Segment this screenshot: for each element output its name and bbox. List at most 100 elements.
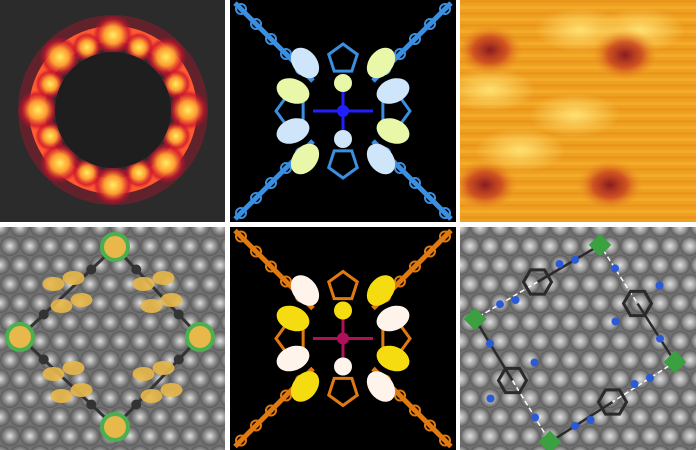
substrate-atom (170, 255, 190, 275)
scan-line (460, 156, 696, 159)
substrate-atom (471, 445, 489, 450)
substrate-atom (670, 331, 690, 351)
surface-structure-image (460, 227, 696, 450)
substrate-atom (650, 369, 670, 389)
scan-line (460, 174, 696, 177)
panel-c-stm-image (460, 0, 696, 222)
carbon-atom (86, 264, 97, 275)
substrate-atom (480, 236, 500, 256)
substrate-atom (80, 274, 100, 294)
orbital-lobe (366, 47, 396, 79)
substrate-atom (200, 236, 220, 256)
arm-ring (424, 245, 436, 258)
substrate-atom (150, 407, 170, 427)
substrate-atom (500, 312, 520, 332)
substrate-atom (651, 445, 669, 450)
nitrogen-atom (586, 416, 595, 424)
substrate-atom (70, 227, 90, 237)
arm-ring (235, 434, 247, 447)
substrate-atom (550, 369, 570, 389)
orbital-lobe (70, 383, 93, 397)
substrate-atom (100, 350, 120, 370)
arm-ring (235, 230, 247, 243)
arm-ring (439, 230, 451, 243)
substrate-atom (20, 388, 40, 408)
substrate-atom (590, 293, 610, 313)
substrate-atom (120, 312, 140, 332)
substrate-atom (20, 426, 40, 446)
bright-region (530, 93, 620, 137)
substrate-atom (470, 227, 490, 237)
orbital-lobe (290, 143, 320, 175)
substrate-atom (210, 369, 225, 389)
arm-ring (409, 404, 421, 417)
orbital-lobe (62, 361, 85, 375)
substrate-atom (590, 227, 610, 237)
orbital-lobe (376, 118, 410, 144)
depression (591, 29, 659, 81)
substrate-atom (490, 331, 510, 351)
substrate-atom (580, 350, 600, 370)
substrate-atom (190, 255, 210, 275)
substrate-atom (460, 426, 480, 446)
substrate-atom (90, 369, 110, 389)
arm-ring (280, 275, 292, 288)
substrate-atom (31, 445, 49, 450)
benzene-ring (596, 388, 629, 416)
substrate-atom (690, 227, 696, 237)
nitrogen-atom (530, 358, 539, 367)
scan-line (460, 150, 696, 153)
substrate-atom (510, 255, 530, 275)
substrate-atom (80, 350, 100, 370)
carbon-atom (173, 309, 184, 320)
scan-line (460, 138, 696, 141)
ring-lobe (146, 143, 187, 184)
substrate-atom (130, 331, 150, 351)
substrate-atom (460, 255, 470, 275)
substrate-atom (600, 274, 620, 294)
substrate-atom (210, 227, 225, 237)
nitrogen-atom (646, 374, 654, 382)
pyrrole-ring (326, 269, 360, 301)
orbital-lobe (334, 130, 352, 148)
substrate-atom (220, 351, 225, 369)
molecule-bond (536, 243, 601, 284)
substrate-atom (210, 407, 225, 427)
substrate-atom (610, 227, 630, 237)
substrate-atom (640, 388, 660, 408)
substrate-atom (500, 426, 520, 446)
substrate-atom (590, 369, 610, 389)
orbital-lobe (334, 301, 352, 320)
substrate-atom (560, 236, 580, 256)
substrate-atom (690, 331, 696, 351)
nitrogen-atom (611, 317, 620, 326)
carbon-atom (131, 399, 142, 410)
pyrrole-ring (326, 376, 360, 408)
nitrogen-atom (511, 296, 520, 304)
panel-a-simulated-ring (0, 0, 225, 222)
substrate-atom (200, 426, 220, 446)
substrate-atom (650, 255, 670, 275)
substrate-atom (0, 255, 10, 275)
substrate-atom (620, 426, 640, 446)
arm-ring (409, 260, 421, 273)
substrate-atom (0, 293, 10, 313)
substrate-atom (30, 407, 50, 427)
substrate-atom (460, 227, 470, 237)
substrate-atom (120, 350, 140, 370)
substrate-atom (500, 274, 520, 294)
substrate-atom (660, 388, 680, 408)
orbital-lobe (70, 293, 93, 307)
substrate-atom (640, 236, 660, 256)
arm-ring (424, 192, 436, 204)
substrate-atom (180, 426, 200, 446)
ring-image (0, 0, 225, 222)
substrate-atom (460, 445, 469, 450)
substrate-atom (40, 236, 60, 256)
molecule-bond (113, 245, 202, 339)
substrate-atom (480, 426, 500, 446)
orbital-lobe (366, 143, 396, 175)
substrate-atom (50, 331, 70, 351)
orbital-lobe (50, 389, 73, 403)
substrate-atom (680, 312, 696, 332)
